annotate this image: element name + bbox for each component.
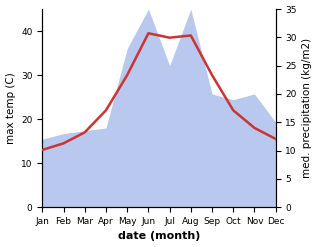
Y-axis label: max temp (C): max temp (C): [5, 72, 16, 144]
Y-axis label: med. precipitation (kg/m2): med. precipitation (kg/m2): [302, 38, 313, 178]
X-axis label: date (month): date (month): [118, 231, 200, 242]
